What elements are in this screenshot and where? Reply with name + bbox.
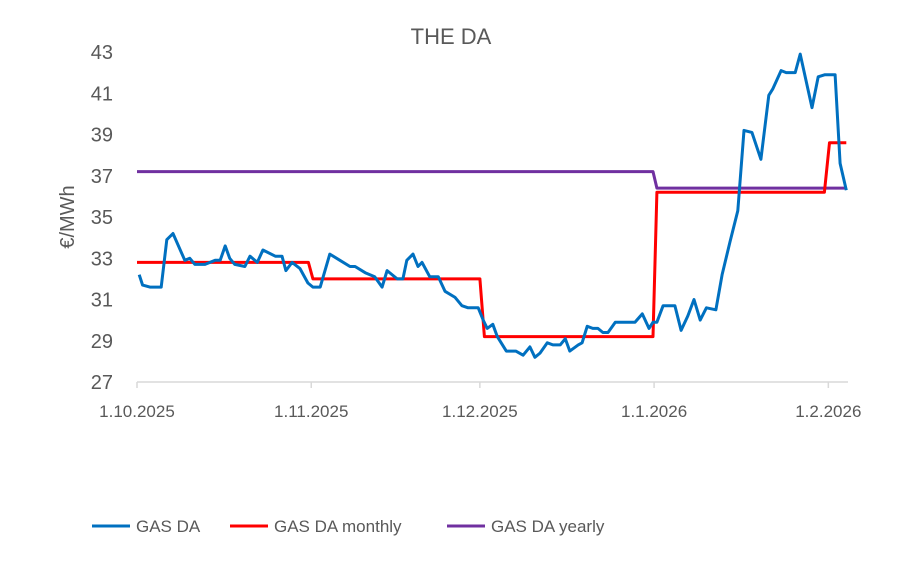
x-tick-label: 1.12.2025 [442, 402, 518, 421]
legend: GAS DA GAS DA monthly GAS DA yearly [92, 517, 605, 536]
y-tick-label: 39 [91, 125, 113, 147]
y-tick-label: 33 [91, 248, 113, 270]
y-axis-label: €/MWh [57, 185, 79, 248]
x-axis: 1.10.2025 1.11.2025 1.12.2025 1.1.2026 1.2.2… [99, 381, 861, 421]
series-line-gas-da-yearly [137, 170, 847, 190]
x-tick-label: 1.10.2025 [99, 402, 175, 421]
chart-title: THE DA [411, 24, 492, 49]
series-lines [137, 52, 848, 359]
x-tick-label: 1.1.2026 [621, 402, 687, 421]
y-axis: 27 29 31 33 35 37 39 41 43 [91, 42, 113, 394]
y-tick-label: 35 [91, 207, 113, 229]
legend-label: GAS DA monthly [274, 517, 402, 536]
x-tick-label: 1.11.2025 [274, 402, 348, 421]
x-tick-label: 1.2.2026 [795, 402, 861, 421]
y-tick-label: 27 [91, 372, 113, 394]
y-tick-label: 43 [91, 42, 113, 64]
y-tick-label: 41 [91, 83, 113, 105]
series-line-gas-da-monthly [137, 141, 847, 339]
y-tick-label: 37 [91, 166, 113, 188]
y-tick-label: 29 [91, 331, 113, 353]
legend-label: GAS DA [136, 517, 201, 536]
series-line-gas-da [137, 52, 848, 359]
legend-label: GAS DA yearly [491, 517, 605, 536]
y-tick-label: 31 [91, 290, 113, 312]
